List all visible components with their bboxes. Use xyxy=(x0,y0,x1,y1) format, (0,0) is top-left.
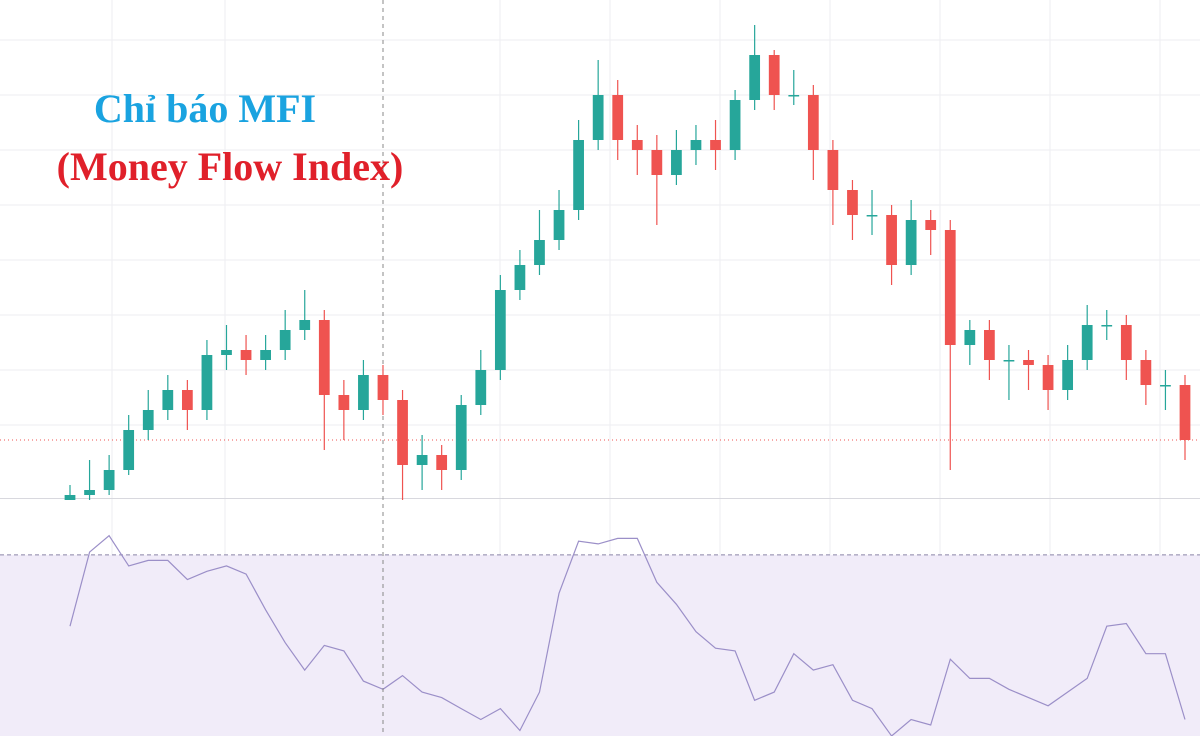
candle-body xyxy=(553,210,565,240)
candle-body xyxy=(221,350,232,355)
candle-body xyxy=(1042,365,1054,390)
candle-body xyxy=(279,330,291,350)
candle-body xyxy=(612,95,624,140)
candle-body xyxy=(201,355,213,410)
candle-body xyxy=(377,375,389,400)
candle-body xyxy=(690,140,702,150)
candle-body xyxy=(1120,325,1132,360)
candle-body xyxy=(729,100,741,150)
candles xyxy=(0,25,1200,500)
candle-body xyxy=(1101,325,1113,327)
candle-body xyxy=(397,400,408,465)
candle-body xyxy=(338,395,350,410)
mfi-band xyxy=(0,554,1200,736)
candle-body xyxy=(749,55,761,100)
candle-body xyxy=(886,215,897,265)
candle-body xyxy=(260,350,271,360)
candle-body xyxy=(592,95,604,140)
candle-body xyxy=(925,220,937,230)
candle-body xyxy=(1081,325,1093,360)
candle-body xyxy=(494,290,506,370)
candle-body xyxy=(455,405,467,470)
candle-body xyxy=(671,150,682,175)
candle-body xyxy=(103,470,115,490)
candle-body xyxy=(142,410,154,430)
candle-body xyxy=(318,320,330,395)
candle-body xyxy=(631,140,643,150)
candle-body xyxy=(964,330,976,345)
candle-body xyxy=(358,375,369,410)
candle-body xyxy=(1160,385,1171,387)
candle-body xyxy=(827,150,839,190)
chart-subtitle: (Money Flow Index) xyxy=(57,144,404,189)
candle-body xyxy=(1023,360,1034,365)
candle-body xyxy=(847,190,858,215)
candle-body xyxy=(534,240,545,265)
candle-body xyxy=(768,55,780,95)
mfi-line xyxy=(69,534,1186,736)
candle-body xyxy=(181,390,193,410)
candle-body xyxy=(984,330,995,360)
candle-body xyxy=(866,215,878,217)
candle-body xyxy=(807,95,819,150)
candle-body xyxy=(64,495,76,500)
candle-body xyxy=(1140,360,1152,385)
candle-body xyxy=(436,455,448,470)
candle-body xyxy=(475,370,487,405)
candle-body xyxy=(651,150,663,175)
candle-body xyxy=(905,220,917,265)
candle-body xyxy=(710,140,721,150)
candle-body xyxy=(162,390,174,410)
candle-body xyxy=(573,140,584,210)
candle-body xyxy=(123,430,135,470)
candle-body xyxy=(416,455,428,465)
candle-body xyxy=(514,265,526,290)
chart-title: Chỉ báo MFI xyxy=(94,86,316,131)
candle-body xyxy=(1179,385,1191,440)
candle-body xyxy=(299,320,311,330)
mfi-pane xyxy=(0,534,1200,736)
candle-body xyxy=(1003,360,1015,362)
candle-body xyxy=(1062,360,1074,390)
candle-body xyxy=(84,490,95,495)
candle-body xyxy=(240,350,252,360)
candle-body xyxy=(788,95,800,97)
candle-body xyxy=(944,230,956,345)
